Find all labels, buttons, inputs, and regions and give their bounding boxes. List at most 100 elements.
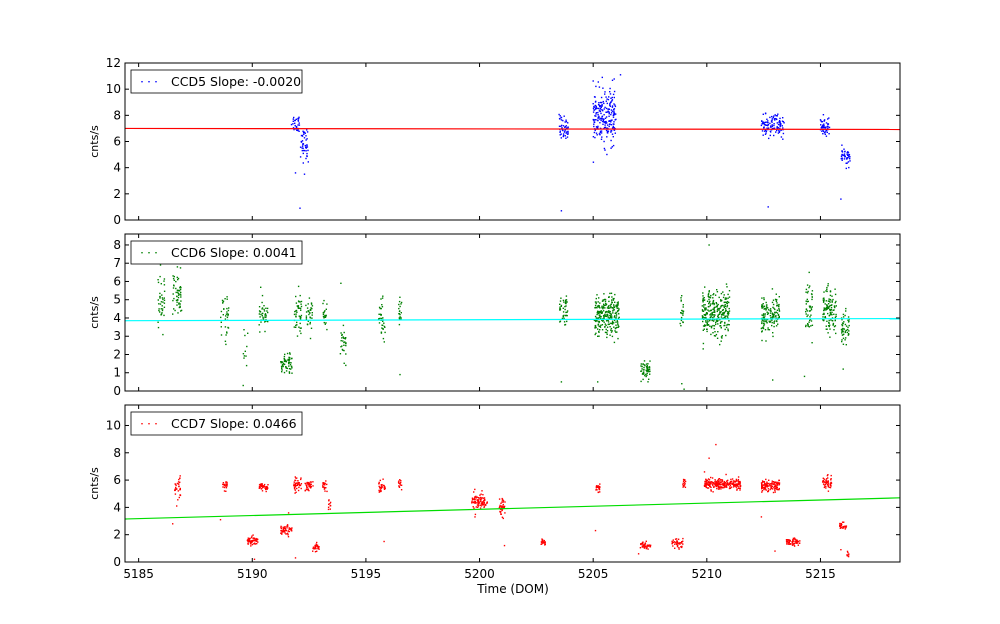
data-point — [843, 148, 845, 150]
data-point — [722, 304, 724, 307]
data-point — [649, 544, 652, 546]
data-point — [829, 291, 832, 293]
data-point — [601, 136, 603, 138]
data-point — [297, 120, 300, 122]
data-point — [826, 320, 828, 322]
data-point — [223, 486, 226, 489]
data-point — [726, 483, 728, 485]
data-point — [726, 300, 729, 303]
data-point — [255, 539, 257, 541]
data-point — [707, 309, 709, 311]
data-point — [827, 127, 829, 129]
data-point — [703, 299, 705, 301]
data-point — [723, 481, 725, 483]
data-point — [844, 151, 846, 153]
data-point — [600, 310, 602, 312]
data-point — [173, 308, 175, 310]
data-point — [602, 87, 604, 89]
data-point — [597, 116, 599, 119]
data-point — [305, 315, 308, 317]
data-point — [180, 309, 183, 312]
data-point — [648, 378, 650, 380]
data-point — [302, 143, 304, 146]
data-point — [773, 325, 775, 328]
data-point — [224, 326, 227, 328]
data-point — [160, 301, 163, 303]
data-point — [322, 486, 324, 488]
data-point — [770, 483, 773, 485]
data-point — [400, 480, 402, 482]
data-point — [719, 484, 722, 486]
data-point — [770, 125, 772, 127]
data-point — [737, 482, 739, 485]
data-point — [483, 505, 486, 507]
data-point — [316, 550, 318, 552]
data-point — [501, 509, 503, 512]
data-point — [482, 501, 484, 503]
data-point — [477, 497, 480, 499]
data-point — [294, 482, 297, 485]
data-point — [609, 314, 611, 317]
data-point — [682, 310, 685, 312]
data-point — [739, 487, 741, 490]
y-tick-label: 3 — [113, 329, 121, 343]
data-point — [845, 325, 848, 327]
data-point — [322, 482, 324, 484]
data-point — [823, 119, 826, 122]
data-point — [378, 485, 380, 488]
data-point — [766, 127, 768, 129]
data-point — [821, 121, 823, 123]
data-point — [717, 331, 719, 333]
data-point — [598, 311, 601, 313]
data-point — [174, 483, 177, 485]
data-point — [845, 310, 847, 312]
data-point — [821, 130, 823, 132]
data-point — [617, 326, 619, 328]
data-point — [612, 114, 614, 117]
data-point — [597, 117, 599, 119]
data-point — [722, 312, 724, 315]
data-point — [707, 483, 710, 485]
data-point — [244, 334, 246, 337]
data-point — [725, 482, 727, 484]
data-point — [562, 315, 564, 317]
data-point — [248, 538, 250, 541]
data-point — [709, 319, 711, 321]
data-point — [714, 314, 716, 316]
data-point — [763, 320, 765, 322]
data-point — [712, 324, 714, 327]
data-point — [641, 368, 643, 370]
data-point — [598, 316, 600, 319]
data-point — [179, 475, 181, 477]
data-point — [301, 135, 304, 137]
data-point — [828, 319, 830, 322]
data-point — [728, 296, 731, 298]
data-point — [399, 483, 401, 485]
data-point — [261, 301, 263, 304]
data-point — [567, 132, 569, 134]
data-point — [307, 149, 309, 152]
data-point — [559, 134, 561, 136]
data-point — [604, 117, 607, 119]
data-point — [807, 324, 809, 326]
data-point — [718, 478, 720, 480]
data-point — [304, 144, 306, 147]
data-point — [593, 125, 595, 128]
data-point — [596, 294, 598, 296]
data-point — [605, 328, 607, 331]
data-point — [380, 314, 382, 316]
data-point — [309, 309, 312, 311]
data-point — [776, 484, 779, 486]
data-point — [244, 350, 246, 352]
data-point — [723, 312, 725, 315]
data-point — [827, 483, 829, 486]
data-point — [832, 324, 834, 326]
data-point — [610, 97, 612, 99]
data-point — [647, 545, 649, 547]
data-point — [712, 294, 714, 296]
data-point — [762, 122, 764, 124]
data-point — [808, 286, 810, 289]
data-point — [765, 124, 767, 126]
data-point — [601, 300, 604, 302]
data-point — [769, 315, 772, 317]
